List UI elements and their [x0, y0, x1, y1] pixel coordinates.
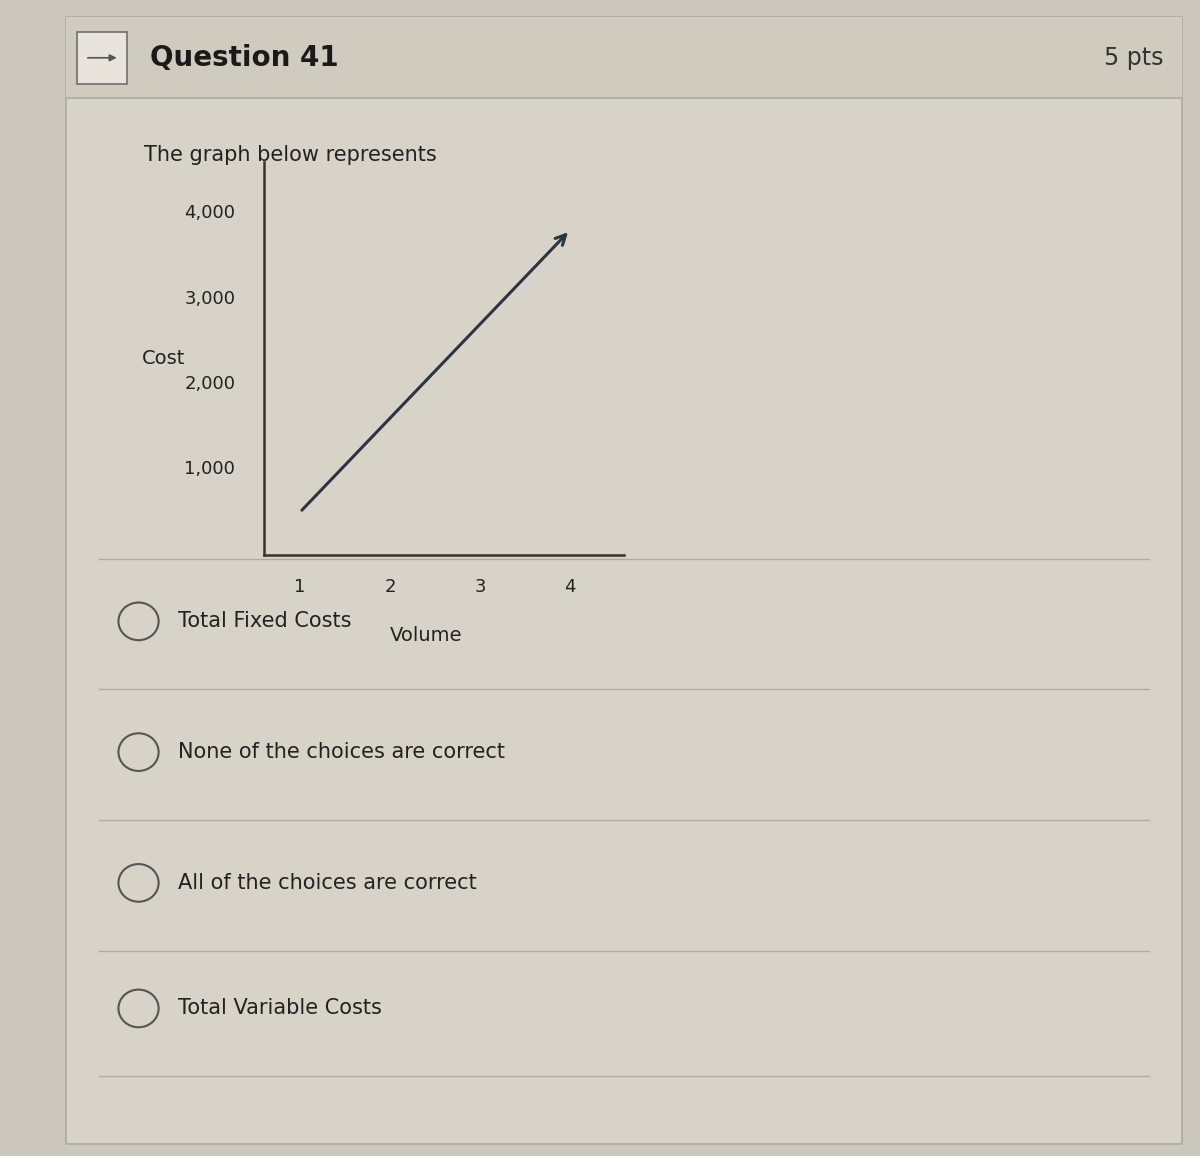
Text: 2,000: 2,000	[185, 375, 235, 393]
Text: 4: 4	[564, 578, 576, 596]
Text: 1: 1	[294, 578, 306, 596]
Text: Volume: Volume	[390, 625, 462, 645]
Text: 3,000: 3,000	[185, 289, 235, 307]
Text: Total Variable Costs: Total Variable Costs	[178, 999, 382, 1018]
Text: None of the choices are correct: None of the choices are correct	[178, 742, 505, 762]
Text: 3: 3	[474, 578, 486, 596]
Text: Question 41: Question 41	[150, 44, 338, 72]
Text: Cost: Cost	[142, 349, 185, 368]
Text: The graph below represents: The graph below represents	[144, 146, 437, 165]
FancyBboxPatch shape	[77, 32, 127, 83]
Text: 5 pts: 5 pts	[1104, 46, 1163, 69]
Text: 2: 2	[384, 578, 396, 596]
Text: 1,000: 1,000	[185, 460, 235, 479]
Text: 4,000: 4,000	[185, 205, 235, 222]
Text: All of the choices are correct: All of the choices are correct	[178, 873, 476, 892]
Text: Total Fixed Costs: Total Fixed Costs	[178, 612, 352, 631]
